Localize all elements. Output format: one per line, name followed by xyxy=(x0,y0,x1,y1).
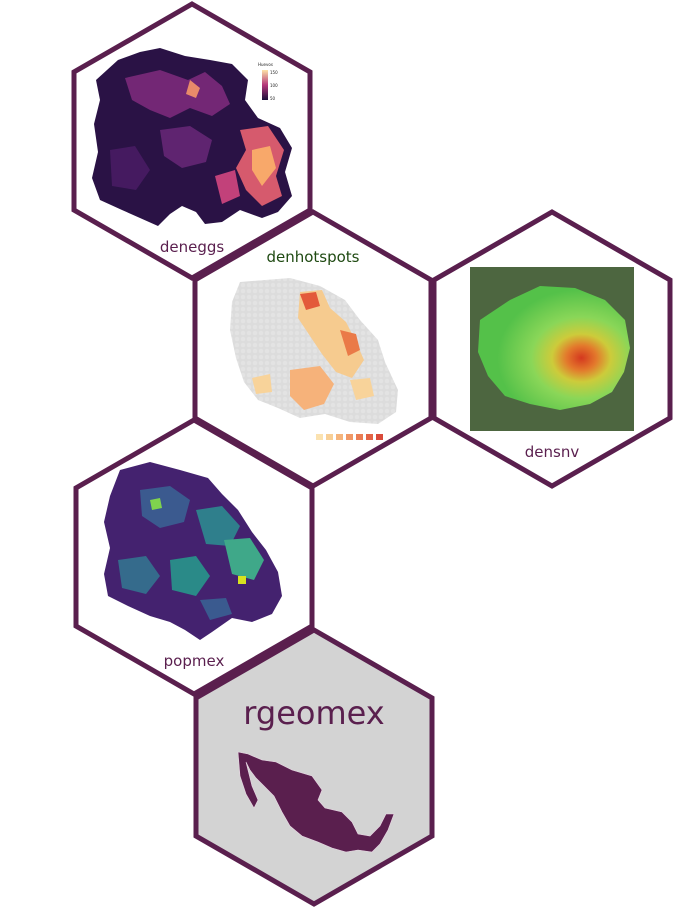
mexico-map-icon xyxy=(237,751,395,853)
sticker-densnv[interactable]: densnv xyxy=(431,209,673,489)
legend-tick: 100 xyxy=(270,83,278,88)
sticker-denhotspots[interactable]: denhotspots xyxy=(192,209,434,489)
hex-hotspot-map-icon xyxy=(230,278,398,440)
legend-title: Huevos xyxy=(258,62,273,67)
sticker-rgeomex[interactable]: rgeomex xyxy=(193,627,435,907)
sticker-label: deneggs xyxy=(160,238,225,256)
magma-density-map-icon: Huevos 150 100 50 xyxy=(92,48,292,226)
hotspot-legend xyxy=(316,434,383,440)
legend-tick: 150 xyxy=(270,70,278,75)
sticker-label: denhotspots xyxy=(266,248,359,266)
sticker-label: popmex xyxy=(164,652,225,670)
sticker-title: rgeomex xyxy=(243,694,384,732)
sticker-popmex[interactable]: popmex xyxy=(73,417,315,697)
deneggs-legend: Huevos 150 100 50 xyxy=(258,62,278,101)
viridis-hex-map-icon xyxy=(104,462,282,640)
legend-tick: 50 xyxy=(270,96,276,101)
satellite-heat-map-icon xyxy=(470,267,634,431)
sticker-label: densnv xyxy=(525,443,580,461)
sticker-deneggs[interactable]: Huevos 150 100 50 deneggs xyxy=(71,1,313,281)
